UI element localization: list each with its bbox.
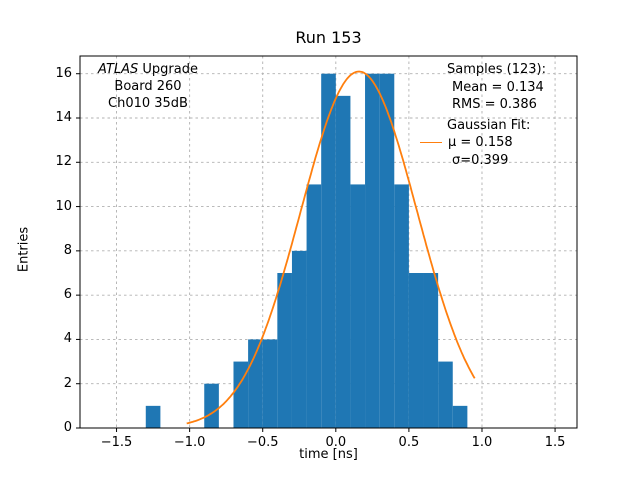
y-tick-label: 12 [55,154,72,170]
legend-samples: Samples (123): [447,62,546,77]
x-tick-label: 0.5 [398,435,420,450]
x-tick-label: −0.5 [246,435,279,450]
histogram-bar [335,95,351,428]
annotation-board: Board 260 [114,79,182,94]
annotation-line-1: ATLAS Upgrade [98,61,198,78]
histogram-bar [233,361,249,428]
histogram-bar [306,184,322,428]
y-tick-label: 14 [55,110,72,125]
histogram-bar [379,73,395,428]
x-tick-label: 0.0 [325,435,347,450]
x-tick-label: 1.5 [544,435,566,450]
gaussian-fit-curve [186,70,476,425]
y-tick-label: 6 [63,287,72,303]
axes-frame [79,55,578,429]
legend-fit-title: Gaussian Fit: [447,117,531,133]
annotation-atlas: ATLAS [98,62,139,77]
x-tick-label: −1.5 [100,435,133,450]
annotation-upgrade: Upgrade [138,62,198,77]
histogram-bar [321,73,336,428]
legend-rms: RMS = 0.386 [452,97,537,112]
x-axis-label: time [ns] [299,447,358,462]
histogram-bar [365,73,380,428]
x-tick-label: 1.0 [471,435,493,450]
legend-mu-row: μ = 0.158 [420,134,546,152]
histogram-bar [350,184,366,428]
y-tick-label: 16 [55,65,72,81]
histogram-bar [423,273,439,428]
y-tick-label: 10 [55,198,72,214]
y-tick-label: 2 [63,375,72,391]
x-tick-label: −1.0 [173,435,206,450]
y-tick-label: 0 [63,420,72,435]
annotation-channel: Ch010 35dB [108,96,188,111]
histogram-bar [204,383,219,428]
histogram-bar [277,273,292,428]
y-axis-label: Entries [16,226,32,273]
annotation-block: ATLAS Upgrade Board 260 Ch010 35dB [98,61,198,112]
legend: Samples (123): Mean = 0.134 RMS = 0.386 … [420,61,546,169]
y-tick-label: 8 [63,242,72,258]
histogram-bar [394,184,409,428]
histogram-bar [438,361,453,428]
fit-line-swatch [420,142,442,144]
legend-sigma: σ=0.399 [452,152,509,168]
histogram-bar [452,405,468,428]
legend-mean: Mean = 0.134 [452,79,544,95]
y-tick-label: 4 [63,331,72,347]
histogram-bar [408,273,424,428]
histogram-bar [262,339,278,428]
legend-mu: μ = 0.158 [448,135,513,150]
histogram-bar [291,250,307,428]
chart-title: Run 153 [295,28,362,47]
histogram-bar [145,405,161,428]
